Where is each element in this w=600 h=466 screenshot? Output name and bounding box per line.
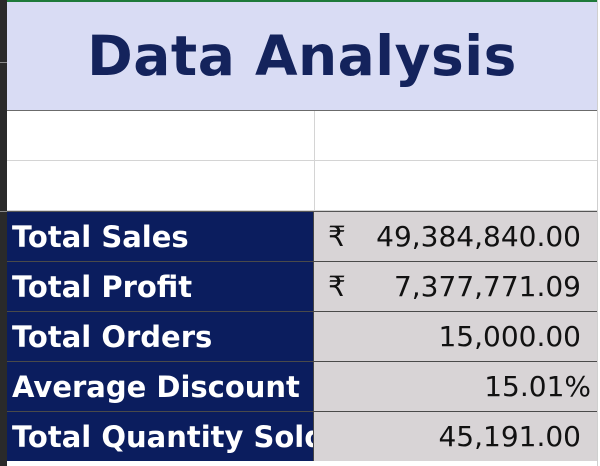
table-row: Total Quantity Sold 45,191.00 [7, 412, 597, 462]
metric-label-cell[interactable]: Total Sales [7, 212, 314, 261]
metric-value-cell[interactable]: ₹ 7,377,771.09 [314, 262, 597, 311]
table-row: Total Profit ₹ 7,377,771.09 [7, 262, 597, 312]
metric-value: 45,191.00 [438, 420, 581, 453]
metric-value: 15.01% [484, 370, 591, 403]
sheet-left-gutter [0, 0, 7, 466]
row-divider-tick [0, 62, 7, 63]
metric-label-cell[interactable]: Total Orders [7, 312, 314, 361]
currency-symbol: ₹ [328, 270, 346, 303]
metric-value-cell[interactable]: 45,191.00 [314, 412, 597, 461]
table-row: Total Orders 15,000.00 [7, 312, 597, 362]
currency-symbol: ₹ [328, 220, 346, 253]
metric-value-cell[interactable]: 15,000.00 [314, 312, 597, 361]
metric-label-cell[interactable]: Total Quantity Sold [7, 412, 314, 461]
sheet-bottom-edge [7, 461, 597, 466]
metric-value: 49,384,840.00 [376, 220, 581, 253]
page-title: Data Analysis [87, 24, 517, 88]
table-row: Average Discount 15.01% [7, 362, 597, 412]
metric-label-cell[interactable]: Average Discount [7, 362, 314, 411]
empty-row[interactable] [7, 161, 597, 211]
metric-value-cell[interactable]: ₹ 49,384,840.00 [314, 212, 597, 261]
table-row: Total Sales ₹ 49,384,840.00 [7, 212, 597, 262]
metric-label-cell[interactable]: Total Profit [7, 262, 314, 311]
metric-value: 7,377,771.09 [393, 270, 581, 303]
summary-table: Total Sales ₹ 49,384,840.00 Total Profit… [7, 211, 597, 462]
sheet-right-edge [597, 0, 600, 466]
row-divider-tick [0, 211, 7, 212]
metric-value-cell[interactable]: 15.01% [314, 362, 597, 411]
title-cell[interactable]: Data Analysis [7, 0, 597, 111]
metric-value: 15,000.00 [438, 320, 581, 353]
empty-row[interactable] [7, 111, 597, 161]
